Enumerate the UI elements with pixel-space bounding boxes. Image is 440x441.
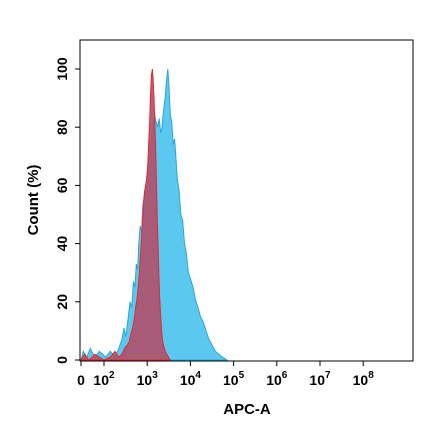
y-axis-title: Count (%) [25,165,42,236]
series-layer [80,68,229,361]
y-tick-label: 100 [54,57,70,81]
series-area-2 [80,68,172,361]
y-tick-label: 40 [54,236,70,252]
x-axis-title: APC-A [223,401,271,418]
y-tick-label: 80 [54,119,70,135]
x-tick-label: 103 [137,370,159,388]
y-tick-label: 0 [54,356,70,364]
x-tick-label: 106 [266,370,288,388]
y-tick-label: 20 [54,294,70,310]
x-tick-label: 104 [180,370,202,388]
x-tick-label: 108 [353,370,375,388]
x-tick-label: 102 [93,370,115,388]
plot-area-frame [79,39,414,362]
x-tick-label: 107 [309,370,331,388]
x-tick-label: 105 [223,370,245,388]
y-axis-ticks: 0 20 40 60 80 100 [54,57,80,364]
x-tick-label: 0 [77,372,85,388]
y-tick-label: 60 [54,177,70,193]
x-axis-ticks: 0 102 103 104 105 106 107 108 [77,361,374,388]
